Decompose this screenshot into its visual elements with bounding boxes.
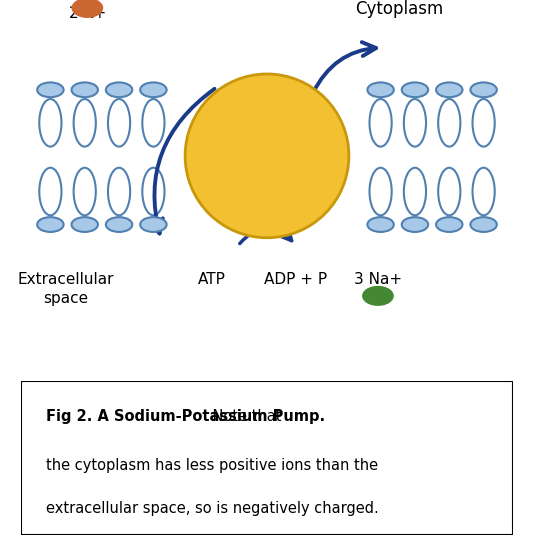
Ellipse shape [140,217,167,232]
Ellipse shape [40,99,61,147]
Ellipse shape [106,217,132,232]
Ellipse shape [143,99,164,147]
Ellipse shape [370,168,391,215]
Ellipse shape [140,82,167,97]
Ellipse shape [106,82,132,97]
Text: Fig 2. A Sodium-Potassium Pump.: Fig 2. A Sodium-Potassium Pump. [46,408,325,424]
Ellipse shape [143,168,164,215]
Text: ATP: ATP [198,272,225,287]
Ellipse shape [436,82,462,97]
Ellipse shape [108,168,130,215]
Ellipse shape [470,217,497,232]
Ellipse shape [362,286,394,306]
Ellipse shape [72,217,98,232]
Text: ADP + P: ADP + P [264,272,328,287]
Text: extracellular space, so is negatively charged.: extracellular space, so is negatively ch… [46,501,379,517]
Ellipse shape [473,168,494,215]
Ellipse shape [72,0,103,18]
Ellipse shape [404,168,426,215]
Ellipse shape [74,99,96,147]
Ellipse shape [74,168,96,215]
Text: 3 Na+: 3 Na+ [354,272,402,287]
Ellipse shape [108,99,130,147]
Ellipse shape [37,217,64,232]
Ellipse shape [402,82,428,97]
Ellipse shape [402,217,428,232]
Text: Cytoplasm: Cytoplasm [355,1,443,18]
Ellipse shape [37,82,64,97]
Text: Extracellular
space: Extracellular space [18,272,114,306]
Text: 2 K+: 2 K+ [69,6,106,21]
Ellipse shape [470,82,497,97]
FancyBboxPatch shape [21,381,513,535]
Ellipse shape [473,99,494,147]
Ellipse shape [367,217,394,232]
Ellipse shape [438,99,460,147]
Ellipse shape [436,217,462,232]
Ellipse shape [404,99,426,147]
Ellipse shape [72,82,98,97]
Text: the cytoplasm has less positive ions than the: the cytoplasm has less positive ions tha… [46,458,378,473]
Ellipse shape [367,82,394,97]
Ellipse shape [40,168,61,215]
Ellipse shape [438,168,460,215]
Text: Note that: Note that [46,408,281,424]
Ellipse shape [370,99,391,147]
Circle shape [185,74,349,238]
